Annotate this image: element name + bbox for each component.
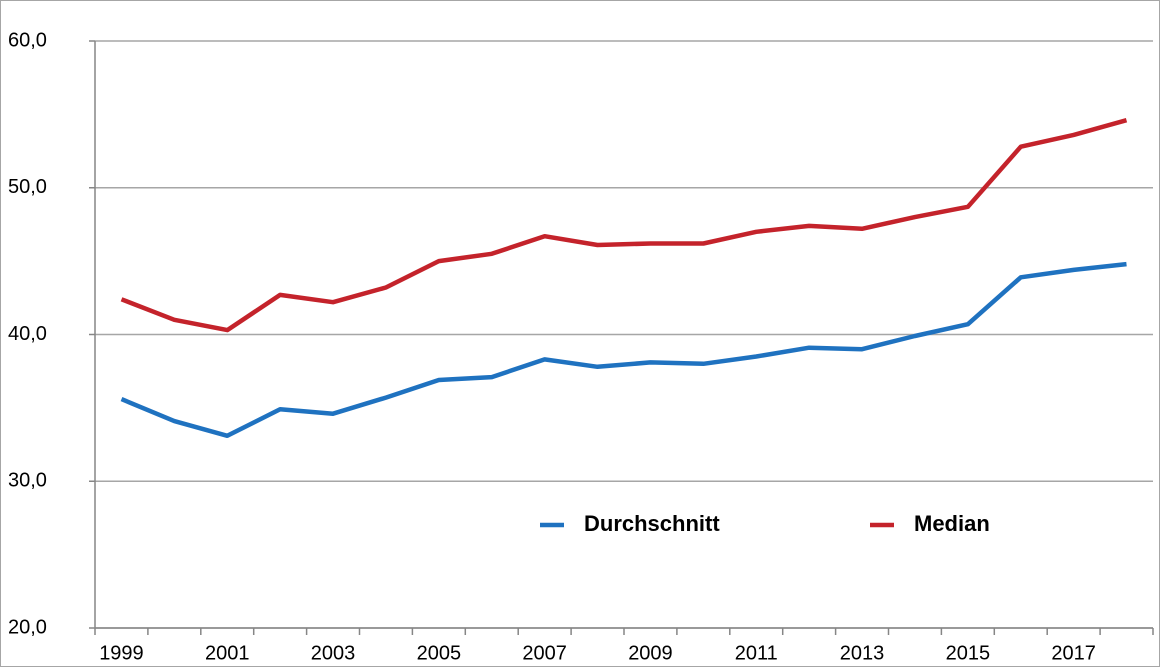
y-tick-label: 60,0 <box>8 29 47 51</box>
legend-label: Median <box>914 511 990 536</box>
x-tick-label: 2009 <box>628 642 673 664</box>
y-tick-label: 40,0 <box>8 323 47 345</box>
x-tick-label: 1999 <box>99 642 144 664</box>
x-tick-label: 2001 <box>205 642 250 664</box>
legend-label: Durchschnitt <box>584 511 720 536</box>
x-tick-label: 2013 <box>840 642 885 664</box>
x-tick-label: 2015 <box>946 642 991 664</box>
line-series <box>120 261 1127 439</box>
line-series <box>120 118 1128 333</box>
x-tick-label: 2011 <box>735 642 778 664</box>
x-tick-label: 2007 <box>522 642 567 664</box>
y-tick-label: 20,0 <box>8 616 47 638</box>
y-tick-label: 30,0 <box>8 470 47 492</box>
x-tick-label: 2003 <box>311 642 356 664</box>
y-tick-label: 50,0 <box>8 176 47 198</box>
x-tick-label: 2017 <box>1051 642 1096 664</box>
x-tick-label: 2005 <box>417 642 462 664</box>
